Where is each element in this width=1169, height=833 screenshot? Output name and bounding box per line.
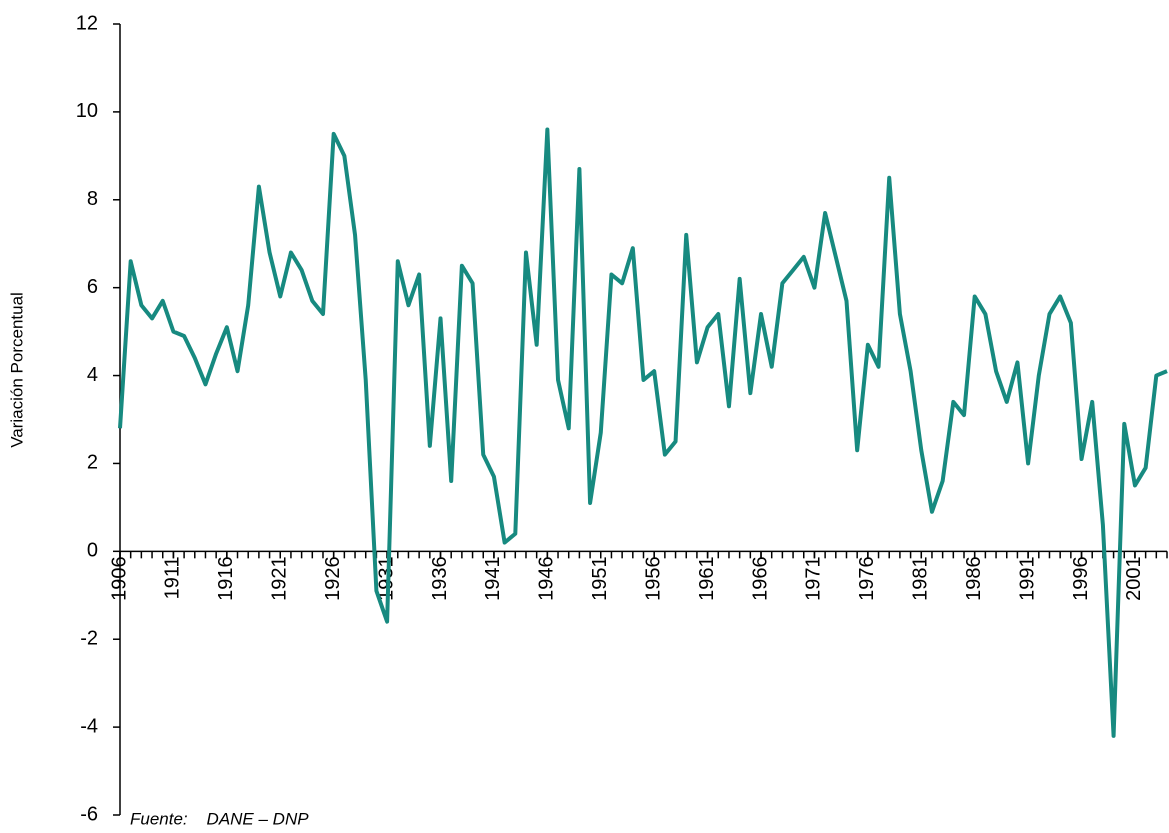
- x-tick-label: 1971: [803, 556, 825, 601]
- x-tick-label: 1946: [536, 556, 558, 601]
- y-tick-label: 10: [76, 100, 98, 122]
- y-tick-label: -2: [80, 628, 98, 650]
- x-tick-label: 1986: [963, 556, 985, 601]
- y-axis-label: Variación Porcentual: [7, 292, 26, 448]
- data-line: [118, 127, 1168, 738]
- x-tick-label: 2001: [1123, 556, 1145, 601]
- x-tick-label: 1941: [482, 556, 504, 601]
- x-tick-label: 1956: [642, 556, 664, 601]
- x-tick-label: 1976: [856, 556, 878, 601]
- x-tick-label: 1961: [696, 556, 718, 601]
- x-tick-label: 1936: [429, 556, 451, 601]
- y-tick-label: 6: [87, 276, 98, 298]
- y-tick-label: 2: [87, 452, 98, 474]
- y-tick-label: -6: [80, 803, 98, 825]
- x-tick-label: 1916: [215, 556, 237, 601]
- y-tick-label: 4: [87, 364, 98, 386]
- y-tick-label: 0: [87, 540, 98, 562]
- y-tick-label: 12: [76, 12, 98, 34]
- x-tick-label: 1996: [1070, 556, 1092, 601]
- x-tick-label: 1991: [1016, 556, 1038, 601]
- x-tick-label: 1966: [749, 556, 771, 601]
- x-tick-label: 1951: [589, 556, 611, 601]
- y-tick-label: -4: [80, 715, 98, 737]
- x-tick-label: 1981: [910, 556, 932, 601]
- x-tick-label: 1906: [108, 556, 130, 601]
- x-tick-label: 1921: [269, 556, 291, 601]
- y-tick-label: 8: [87, 188, 98, 210]
- source-note: Fuente: DANE – DNP: [130, 809, 309, 828]
- x-tick-label: 1911: [162, 556, 184, 599]
- x-tick-label: 1926: [322, 556, 344, 601]
